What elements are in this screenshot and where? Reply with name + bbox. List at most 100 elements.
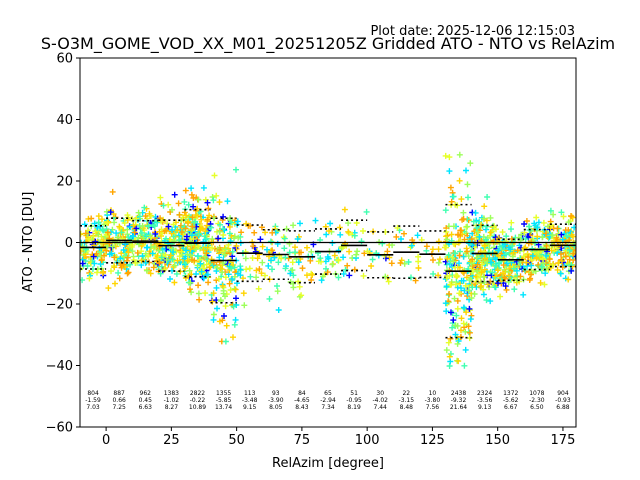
data-point (543, 242, 550, 249)
bin-std-label: 9.15 (243, 404, 257, 411)
data-point (97, 261, 104, 267)
y-axis: −60 −40 −20 0 20 40 60 (46, 52, 80, 436)
data-point (220, 287, 227, 294)
data-point (217, 221, 223, 228)
y-tick-label: −20 (46, 298, 73, 313)
data-point (481, 242, 488, 249)
data-point (442, 152, 449, 159)
data-point (116, 275, 123, 282)
chart-title: S-O3M_GOME_VOD_XX_M01_20251205Z Gridded … (41, 34, 615, 54)
data-point (511, 286, 518, 293)
data-point (104, 220, 111, 226)
data-point (135, 234, 142, 241)
bin-std-label: 7.44 (374, 404, 388, 411)
data-point (144, 244, 151, 251)
data-point (152, 230, 159, 237)
data-point (204, 222, 210, 229)
data-point (454, 305, 461, 312)
data-point (474, 268, 481, 274)
data-point (509, 253, 516, 260)
data-point (481, 266, 488, 273)
data-point (526, 223, 533, 230)
data-point (107, 209, 114, 216)
data-point (222, 293, 228, 300)
data-point (213, 268, 220, 274)
data-point (308, 277, 315, 283)
data-point (124, 270, 131, 277)
data-point (354, 248, 361, 255)
data-point (364, 248, 371, 255)
data-point (379, 240, 386, 247)
data-point (94, 269, 100, 276)
data-point (460, 320, 467, 327)
data-point (369, 256, 376, 263)
data-point (456, 252, 463, 259)
bin-mean-label: -0.22 (190, 397, 206, 404)
data-point (527, 275, 534, 282)
data-point (121, 253, 128, 260)
x-axis-label: RelAzim [degree] (272, 456, 384, 471)
bin-count-label: 1372 (503, 390, 518, 397)
y-axis-label: ATO - NTO [DU] (21, 192, 36, 293)
data-point (240, 290, 247, 297)
data-point (443, 283, 450, 290)
data-point (221, 313, 227, 319)
data-point (462, 346, 469, 353)
bin-count-label: 65 (324, 390, 332, 397)
data-point (195, 290, 202, 297)
data-point (465, 240, 472, 247)
data-point (80, 260, 86, 267)
data-point (233, 243, 240, 249)
data-point (566, 256, 573, 263)
data-point (523, 259, 530, 266)
data-point (401, 260, 408, 267)
y-tick-label: 0 (65, 236, 73, 251)
data-point (548, 247, 555, 254)
data-point (397, 260, 404, 266)
data-point (448, 309, 454, 316)
data-point (139, 253, 146, 259)
data-point (326, 228, 332, 234)
data-point (520, 291, 527, 298)
data-point (253, 274, 260, 281)
data-point (285, 255, 292, 262)
data-point (213, 284, 220, 291)
bin-std-label: 8.19 (347, 404, 361, 411)
data-point (165, 223, 172, 230)
data-point (487, 298, 494, 305)
data-point (478, 282, 485, 289)
data-point (226, 230, 233, 237)
data-point (124, 254, 131, 261)
data-point (495, 247, 502, 254)
data-point (181, 224, 188, 231)
data-point (112, 280, 118, 287)
data-point (385, 278, 392, 285)
data-point (295, 278, 302, 285)
data-point (91, 260, 98, 267)
data-point (452, 264, 459, 271)
data-point (533, 214, 540, 221)
data-point (96, 245, 103, 252)
data-point (435, 246, 442, 253)
data-point (346, 248, 353, 255)
data-point (450, 223, 457, 230)
data-point (200, 247, 207, 254)
data-point (481, 203, 488, 210)
data-point (351, 232, 358, 239)
data-point (286, 249, 293, 256)
data-point (191, 257, 198, 264)
data-point (429, 246, 436, 253)
data-point (192, 212, 199, 219)
data-point (205, 205, 212, 212)
bin-count-label: 84 (298, 390, 306, 397)
data-point (455, 338, 462, 344)
data-point (243, 220, 250, 227)
bin-std-label: 7.03 (86, 404, 100, 411)
data-point (141, 204, 148, 211)
data-point (208, 224, 215, 231)
data-point (283, 225, 290, 232)
bin-std-label: 7.25 (112, 404, 126, 411)
data-point (457, 227, 464, 234)
data-point (220, 213, 227, 220)
data-point (455, 231, 461, 238)
